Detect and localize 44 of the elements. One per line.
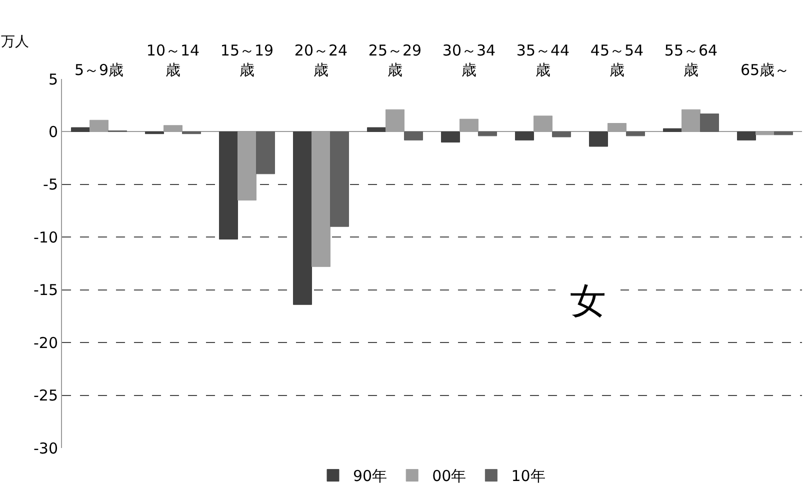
- bar: [367, 127, 386, 132]
- bar: [515, 131, 534, 140]
- y-tick-label: 0: [48, 122, 58, 141]
- y-axis-title: 万人: [1, 34, 29, 50]
- bar: [71, 127, 90, 132]
- y-tick-label: -20: [34, 334, 58, 352]
- x-tick-label: 20～24 歳: [294, 42, 348, 79]
- bar: [441, 131, 460, 143]
- bar: [90, 120, 108, 132]
- bar: [700, 114, 719, 132]
- bar: [478, 131, 497, 136]
- legend-label: 90年: [353, 467, 388, 486]
- bar: [182, 131, 201, 134]
- bar: [219, 131, 238, 240]
- x-tick-label: 35～44 歳: [516, 42, 570, 79]
- legend-label: 10年: [511, 467, 546, 486]
- bar: [626, 131, 645, 136]
- bar: [293, 131, 312, 305]
- x-tick-label: 45～54 歳: [590, 42, 644, 79]
- y-tick-label: -5: [43, 176, 58, 194]
- x-tick-label: 30～34 歳: [442, 42, 496, 79]
- y-tick-label: -25: [34, 386, 58, 405]
- bar: [774, 131, 793, 136]
- y-tick-label: -15: [34, 281, 58, 300]
- bar: [256, 131, 275, 174]
- bar: [404, 131, 423, 140]
- x-tick-label: 15～19 歳: [220, 42, 274, 79]
- x-tick-label: 55～64 歳: [664, 42, 718, 79]
- y-tick-label: 5: [48, 70, 58, 88]
- bar: [145, 131, 164, 134]
- y-tick-label: -30: [34, 439, 58, 458]
- x-tick-label: 10～14 歳: [146, 42, 200, 79]
- bar: [330, 131, 349, 227]
- legend-label: 00年: [432, 467, 466, 486]
- bar: [682, 109, 700, 132]
- bar: [663, 128, 682, 132]
- annotation: 女: [570, 281, 606, 322]
- bar: [589, 131, 608, 147]
- bar: [737, 131, 756, 140]
- x-tick-label: 5～9歳: [74, 61, 124, 79]
- bar: [552, 131, 571, 138]
- y-tick-label: -10: [34, 228, 58, 246]
- x-tick-label: 25～29 歳: [368, 42, 422, 79]
- x-tick-label: 65歳～: [740, 61, 790, 79]
